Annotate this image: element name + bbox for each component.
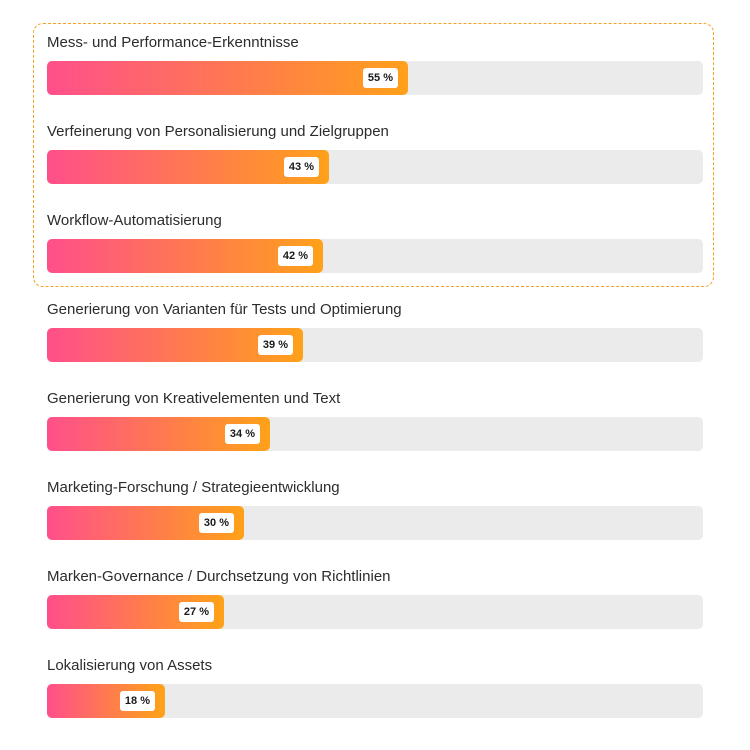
bar-value-label: 39 % [257, 335, 293, 355]
bar-row: Mess- und Performance-Erkenntnisse 55 % [47, 33, 703, 95]
bar-value-label: 18 % [119, 691, 155, 711]
bar-row: Marketing-Forschung / Strategieentwicklu… [47, 478, 703, 540]
top-three-highlight-box [33, 23, 714, 287]
bar-row: Marken-Governance / Durchsetzung von Ric… [47, 567, 703, 629]
bar-track: 55 % [47, 61, 703, 95]
bar-fill: 43 % [47, 150, 329, 184]
bar-track: 30 % [47, 506, 703, 540]
bar-track: 43 % [47, 150, 703, 184]
bar-row: Workflow-Automatisierung 42 % [47, 211, 703, 273]
bar-fill: 39 % [47, 328, 303, 362]
bar-fill: 34 % [47, 417, 270, 451]
bar-value-label: 43 % [283, 157, 319, 177]
bar-fill: 30 % [47, 506, 244, 540]
bar-category-label: Generierung von Varianten für Tests und … [47, 301, 402, 318]
bar-category-label: Lokalisierung von Assets [47, 657, 213, 674]
bar-track: 42 % [47, 239, 703, 273]
bar-value-label: 55 % [362, 68, 398, 88]
bar-row: Lokalisierung von Assets 18 % [47, 656, 703, 718]
bar-row: Generierung von Varianten für Tests und … [47, 300, 703, 362]
bar-value-label: 30 % [198, 513, 234, 533]
bar-fill: 42 % [47, 239, 323, 273]
bar-track: 34 % [47, 417, 703, 451]
bar-value-label: 27 % [178, 602, 214, 622]
bar-fill: 27 % [47, 595, 224, 629]
bar-track: 39 % [47, 328, 703, 362]
bar-track: 27 % [47, 595, 703, 629]
bar-value-label: 34 % [224, 424, 260, 444]
bar-fill: 55 % [47, 61, 408, 95]
bar-value-label: 42 % [277, 246, 313, 266]
bar-category-label: Verfeinerung von Personalisierung und Zi… [47, 123, 389, 140]
bar-track: 18 % [47, 684, 703, 718]
bar-category-label: Marketing-Forschung / Strategieentwicklu… [47, 479, 340, 496]
bar-category-label: Generierung von Kreativelementen und Tex… [47, 390, 341, 407]
bar-row: Verfeinerung von Personalisierung und Zi… [47, 122, 703, 184]
bar-category-label: Workflow-Automatisierung [47, 212, 222, 229]
bar-fill: 18 % [47, 684, 165, 718]
bar-row: Generierung von Kreativelementen und Tex… [47, 389, 703, 451]
bar-category-label: Mess- und Performance-Erkenntnisse [47, 34, 299, 51]
bar-category-label: Marken-Governance / Durchsetzung von Ric… [47, 568, 391, 585]
